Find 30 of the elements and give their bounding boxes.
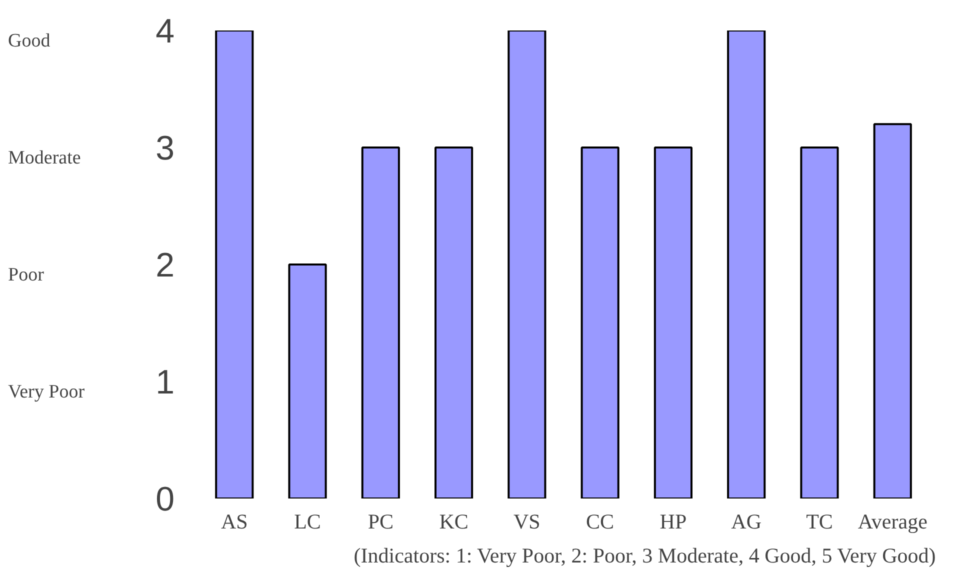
x-tick-label: CC [586,510,614,534]
bar [873,123,912,498]
x-tick-label: AG [731,510,762,534]
y-tick-label: 2 [156,246,175,284]
bar [215,30,254,498]
text: Poor [8,264,45,286]
bar [508,30,546,498]
x-tick-label: LC [294,510,321,534]
y-tick-label: 0 [156,480,175,518]
bar [361,146,400,498]
y-tick-label: 4 [156,12,175,50]
bar [580,146,620,498]
bar [288,264,327,498]
y-tick-label: 3 [156,130,175,168]
text: Good [8,30,51,52]
x-tick-label: HP [660,510,687,534]
x-tick-label: TC [806,510,833,534]
bar [434,146,474,498]
text: Very Poor [8,382,86,402]
x-tick-label: PC [368,510,394,534]
text: Moderate [8,148,81,168]
bar [727,30,766,498]
x-tick-label: AS [220,510,248,534]
x-tick-label: Average [858,510,928,534]
bar [800,146,839,498]
text: (Indicators: 1: Very Poor, 2: Poor, 3 Moderate, 4 Good, 5 Very Good) [354,544,936,568]
bar [654,146,692,498]
y-tick-label: 1 [156,364,175,402]
x-tick-label: VS [514,510,540,534]
x-tick-label: KC [439,510,468,534]
